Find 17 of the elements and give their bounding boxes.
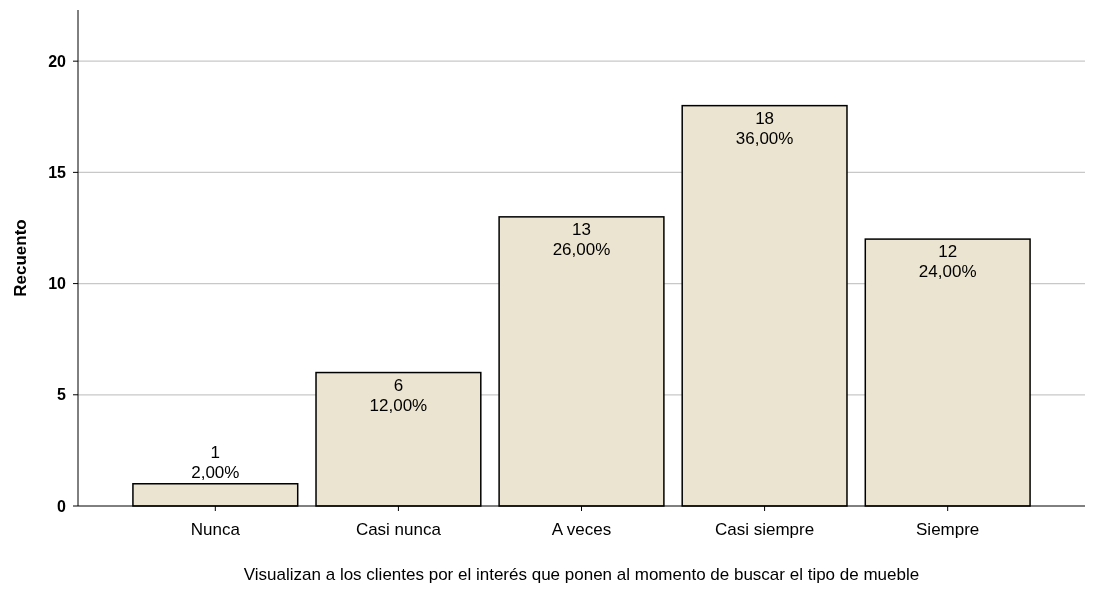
x-tick-label: Casi siempre	[714, 520, 815, 539]
data-label: 12 24,00%	[918, 242, 977, 282]
y-tick-label: 20	[48, 52, 67, 70]
y-tick-label: 5	[57, 386, 67, 404]
data-label: 1 2,00%	[191, 442, 240, 482]
data-label: 18 36,00%	[735, 108, 794, 148]
y-tick-label: 10	[48, 275, 67, 293]
y-tick-label: 15	[48, 163, 67, 181]
data-label: 6 12,00%	[369, 375, 428, 415]
data-label: 13 26,00%	[552, 219, 611, 259]
x-axis-title: Visualizan a los clientes por el interés que ponen al momento de buscar el tipo de mueble	[243, 565, 920, 584]
y-axis-title: Recuento	[11, 219, 30, 297]
x-tick-label: A veces	[551, 520, 612, 539]
x-tick-label: Nunca	[190, 520, 241, 539]
x-tick-label: Siempre	[916, 520, 980, 539]
y-tick-label: 0	[57, 497, 67, 515]
x-tick-label: Casi nunca	[355, 520, 442, 539]
